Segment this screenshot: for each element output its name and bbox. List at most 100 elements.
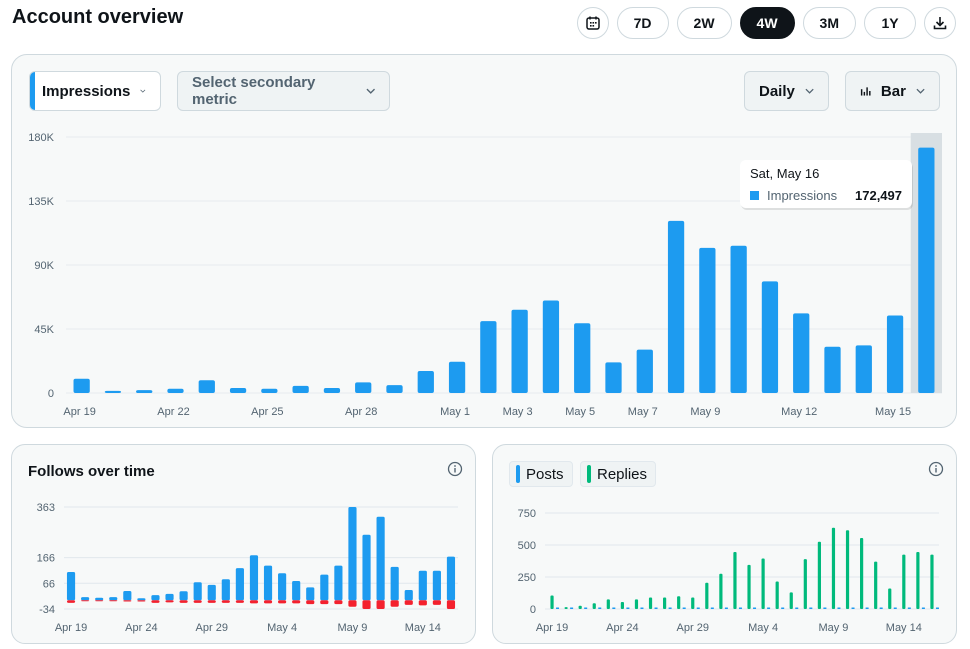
x-tick-label: May 5	[565, 406, 595, 418]
replies-bar	[747, 564, 751, 609]
impressions-bar	[261, 388, 278, 393]
posts-bar	[879, 607, 883, 609]
posts-bar	[921, 607, 925, 609]
follows-bar	[207, 584, 216, 601]
unfollows-bar	[66, 600, 76, 603]
unfollows-bar	[376, 600, 385, 609]
x-tick-label: Apr 29	[196, 622, 228, 634]
tooltip-date: Sat, May 16	[750, 166, 819, 181]
replies-bar	[663, 597, 667, 609]
impressions-bar	[323, 388, 341, 393]
impressions-bar	[793, 313, 810, 393]
follows-bar	[221, 579, 230, 601]
range-1y-button[interactable]: 1Y	[864, 7, 916, 39]
unfollows-bar	[278, 600, 287, 604]
posts-bar	[556, 607, 560, 609]
replies-bar	[789, 592, 793, 609]
x-tick-label: May 9	[818, 622, 848, 634]
follows-bar	[390, 566, 399, 601]
follows-bar	[66, 572, 76, 601]
follows-bar	[292, 580, 301, 601]
x-tick-label: May 9	[337, 622, 367, 634]
calendar-icon	[585, 16, 600, 30]
replies-bar	[874, 561, 878, 609]
unfollows-bar	[179, 600, 188, 603]
posts-bar	[781, 607, 785, 609]
replies-bar	[620, 601, 624, 609]
follows-bar	[123, 591, 132, 601]
posts-bar	[907, 607, 911, 609]
impressions-bar	[730, 245, 747, 393]
replies-bar	[634, 599, 639, 609]
follows-chart: -34 66 166 363 Apr 19 Apr 24 Apr 29 May 4 May 9 M…	[37, 502, 458, 634]
follows-bar	[249, 555, 259, 601]
y-tick-label: 0	[48, 388, 54, 400]
download-button[interactable]	[924, 7, 956, 39]
impressions-bar	[292, 385, 309, 393]
replies-bar	[733, 552, 737, 609]
y-tick-label: 750	[518, 508, 536, 520]
tooltip-label: Impressions	[767, 188, 838, 203]
y-tick-label: 166	[37, 553, 55, 565]
secondary-metric-dropdown[interactable]: Select secondary metric	[177, 71, 390, 111]
x-tick-label: Apr 29	[677, 622, 709, 634]
follows-bar	[278, 573, 287, 601]
x-tick-label: Apr 19	[536, 622, 568, 634]
posts-bar	[612, 607, 616, 609]
range-4w-button[interactable]: 4W	[739, 7, 795, 39]
range-7d-button[interactable]: 7D	[616, 7, 669, 39]
unfollows-bar	[221, 600, 230, 603]
replies-bar	[677, 596, 681, 609]
follows-bar	[165, 593, 174, 601]
follows-bar	[306, 587, 315, 601]
impressions-bar	[667, 220, 685, 393]
y-tick-label: 135K	[28, 196, 54, 208]
x-tick-label: Apr 19	[63, 406, 95, 418]
interval-dropdown[interactable]: Daily	[744, 71, 829, 111]
follows-bar	[362, 534, 371, 601]
unfollows-bar	[81, 600, 90, 602]
unfollows-bar	[418, 600, 427, 606]
follows-bar	[348, 507, 357, 601]
legend-replies-label: Replies	[597, 465, 648, 483]
unfollows-bar	[193, 600, 202, 603]
replies-bar	[705, 582, 709, 609]
info-icon[interactable]	[928, 461, 944, 477]
impressions-bar	[229, 388, 247, 393]
interval-label: Daily	[759, 82, 795, 100]
impressions-bar	[855, 345, 872, 393]
x-tick-label: May 9	[690, 406, 720, 418]
range-2w-button[interactable]: 2W	[676, 7, 732, 39]
replies-bar	[691, 597, 695, 609]
replies-bar	[592, 603, 596, 609]
tooltip-value: 172,497	[855, 188, 902, 203]
calendar-button[interactable]	[576, 7, 609, 39]
follows-bar	[376, 516, 385, 601]
range-3m-button[interactable]: 3M	[802, 7, 856, 39]
replies-bar	[930, 554, 934, 609]
posts-bar	[640, 607, 644, 609]
x-tick-label: May 1	[440, 406, 470, 418]
info-icon[interactable]	[447, 461, 463, 477]
x-tick-label: Apr 22	[157, 406, 189, 418]
impressions-bar	[198, 380, 215, 393]
x-tick-label: Apr 19	[55, 622, 87, 634]
impressions-bar	[699, 247, 716, 393]
impressions-bar	[918, 147, 935, 393]
legend-posts[interactable]: Posts	[509, 461, 573, 487]
primary-metric-dropdown[interactable]: Impressions	[29, 71, 161, 111]
unfollows-bar	[446, 600, 456, 609]
follows-bar	[446, 556, 456, 601]
chart-type-dropdown[interactable]: Bar	[845, 71, 940, 111]
unfollows-bar	[109, 600, 118, 602]
x-tick-label: May 14	[405, 622, 441, 634]
posts-bar	[809, 607, 813, 609]
unfollows-bar	[348, 600, 357, 607]
legend-replies[interactable]: Replies	[580, 461, 657, 487]
follows-bar	[334, 565, 343, 601]
posts-replies-chart: 0 250 500 750 Apr 19 Apr 24 Apr 29 May 4 May 9 Ma…	[518, 508, 939, 634]
bar-chart-icon	[860, 87, 871, 96]
unfollows-bar	[137, 600, 146, 602]
impressions-bar	[574, 323, 591, 393]
impressions-bar	[636, 349, 653, 393]
